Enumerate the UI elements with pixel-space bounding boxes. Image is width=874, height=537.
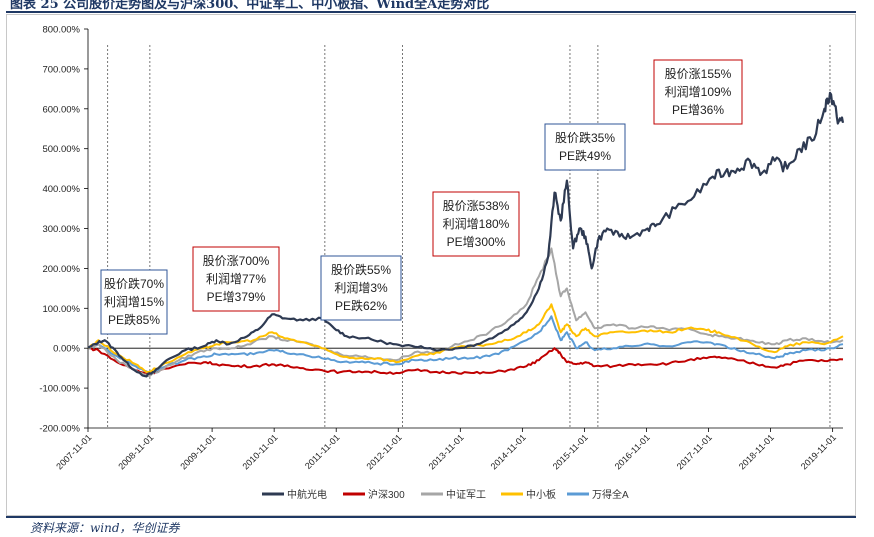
legend-label: 万得全A [592, 488, 629, 501]
annotation-text: 利润增77% [206, 272, 266, 286]
series-line-3 [87, 247, 844, 378]
annotation-text: PE增379% [207, 290, 266, 304]
legend-label: 中小板 [526, 488, 556, 501]
annotation-text: PE跌85% [108, 312, 160, 327]
top-rule [6, 11, 856, 13]
annotation-text: 股价涨155% [665, 66, 732, 81]
annotation-box: 股价跌70% 利润增15% PE跌85% [100, 269, 168, 335]
annotation-box: 股价涨700% 利润增77% PE增379% [192, 246, 280, 312]
annotation-text: PE增300% [447, 235, 506, 249]
annotation-frame [544, 123, 626, 171]
x-tick-label: 2009-11-01 [178, 432, 217, 471]
legend-item: 中证军工 [421, 488, 486, 501]
annotation-box: 股价涨155% 利润增109% PE增36% [653, 59, 743, 125]
series-line-2 [87, 347, 844, 376]
y-tick-label: -100.00% [39, 384, 80, 395]
series-line-1 [87, 91, 845, 378]
chart-frame [6, 14, 856, 516]
annotation-text: 股价涨538% [443, 198, 510, 213]
annotation-text: PE跌49% [559, 148, 611, 163]
y-tick-label: 500.00% [42, 144, 80, 155]
x-tick-label: 2007-11-01 [54, 432, 93, 471]
annotation-box: 股价跌55% 利润增3% PE跌62% [320, 255, 402, 321]
y-tick-label: 100.00% [42, 304, 80, 315]
legend-item: 万得全A [567, 488, 629, 501]
source-note: 资料来源：wind，华创证券 [30, 521, 180, 535]
annotation-text: 利润增3% [334, 281, 388, 295]
annotation-text: 利润增15% [104, 295, 164, 309]
legend: 中航光电 沪深300 中证军工 中小板 万得全A [262, 488, 629, 501]
y-tick-label: 800.00% [42, 25, 80, 36]
x-tick-label: 2011-11-01 [303, 432, 342, 471]
annotation-frame [192, 246, 280, 312]
annotation-layer: 股价跌70%利润增15%PE跌85%股价涨700%利润增77%PE增379%股价… [100, 59, 743, 335]
annotation-box: 股价跌35% PE跌49% [544, 123, 626, 171]
x-tick-label: 2019-11-01 [799, 432, 838, 471]
annotation-text: 利润增109% [665, 85, 732, 99]
legend-label: 中证军工 [446, 488, 486, 501]
legend-label: 沪深300 [368, 488, 405, 501]
legend-item: 沪深300 [343, 488, 405, 501]
annotation-text: 股价跌35% [555, 130, 615, 145]
x-tick-label: 2017-11-01 [675, 432, 714, 471]
x-tick-label: 2012-11-01 [365, 432, 404, 471]
y-tick-label: 700.00% [42, 64, 80, 75]
legend-label: 中航光电 [287, 488, 327, 501]
y-tick-label: 0.00% [53, 344, 80, 355]
annotation-text: 股价跌55% [331, 262, 391, 277]
annotation-text: 利润增180% [443, 217, 510, 231]
x-tick-label: 2013-11-01 [427, 432, 466, 471]
bottom-rule [6, 516, 856, 518]
figure-title: 图表 25 公司股价走势图及与沪深300、中证军工、中小板指、Wind全A走势对… [10, 0, 490, 12]
annotation-text: 股价跌70% [104, 276, 164, 291]
series-layer [87, 91, 845, 378]
annotation-text: PE跌62% [335, 298, 387, 313]
x-tick-label: 2008-11-01 [116, 432, 155, 471]
x-tick-label: 2015-11-01 [551, 432, 590, 471]
x-tick-label: 2016-11-01 [613, 432, 652, 471]
y-tick-label: 400.00% [42, 184, 80, 195]
y-tick-label: 300.00% [42, 224, 80, 235]
series-line-4 [87, 303, 844, 374]
annotation-frame [432, 191, 520, 257]
series-line-5 [87, 315, 844, 374]
annotation-frame [320, 255, 402, 321]
legend-item: 中航光电 [262, 488, 327, 501]
annotation-frame [100, 269, 168, 335]
y-tick-label: 200.00% [42, 264, 80, 275]
annotation-text: 股价涨700% [203, 253, 270, 268]
annotation-text: PE增36% [672, 103, 724, 117]
x-tick-label: 2010-11-01 [240, 432, 279, 471]
x-tick-label: 2014-11-01 [489, 432, 528, 471]
x-tick-label: 2018-11-01 [737, 432, 776, 471]
y-tick-label: -200.00% [39, 424, 80, 435]
annotation-box: 股价涨538% 利润增180% PE增300% [432, 191, 520, 257]
y-tick-label: 600.00% [42, 104, 80, 115]
annotation-frame [653, 59, 743, 125]
legend-item: 中小板 [501, 488, 556, 501]
